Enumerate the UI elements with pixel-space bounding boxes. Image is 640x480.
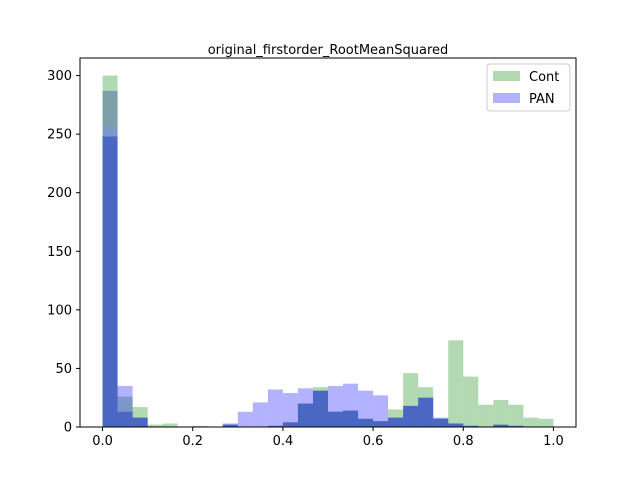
bar-overlap-band <box>102 90 118 126</box>
series-overlap <box>102 90 524 427</box>
x-tick-label: 0.4 <box>273 434 294 449</box>
bar-pan <box>373 395 389 427</box>
bar-cont <box>523 417 539 427</box>
bar-overlap <box>328 411 344 427</box>
x-tick-label: 1.0 <box>543 434 564 449</box>
bar-overlap <box>132 417 148 427</box>
bar-overlap <box>312 390 328 427</box>
bar-overlap <box>508 425 524 427</box>
bar-cont <box>448 340 464 427</box>
bar-overlap <box>493 424 509 427</box>
bar-overlap <box>358 418 374 427</box>
series-cont <box>102 75 554 428</box>
bar-overlap <box>102 136 118 427</box>
bar-overlap <box>418 397 434 427</box>
bar-cont <box>493 400 509 427</box>
y-tick-label: 200 <box>47 186 72 201</box>
legend-swatch-cont <box>493 71 520 81</box>
bar-pan <box>252 402 268 427</box>
bar-overlap <box>448 423 464 427</box>
plot-frame <box>79 57 577 428</box>
y-tick-label: 100 <box>47 303 72 318</box>
legend-swatch-pan <box>493 93 520 103</box>
bar-overlap <box>433 418 449 427</box>
axes-layer: 0.0 0.2 0.4 0.6 0.8 1.0 0 50 100 150 200 250 300 <box>47 57 577 449</box>
y-tick-label: 300 <box>47 69 72 84</box>
bar-overlap <box>463 425 479 427</box>
bar-overlap <box>267 425 283 427</box>
bar-cont <box>162 423 178 427</box>
bar-overlap <box>117 411 133 427</box>
bar-overlap <box>297 403 313 427</box>
x-tick-label: 0.0 <box>92 434 113 449</box>
x-tick-label: 0.2 <box>182 434 203 449</box>
legend-box <box>486 63 571 112</box>
bar-overlap <box>222 424 238 427</box>
bar-overlap <box>282 422 298 427</box>
legend-label-pan: PAN <box>529 92 555 107</box>
y-tick-label: 150 <box>47 245 72 260</box>
bar-cont <box>538 418 554 427</box>
bar-cont <box>192 425 208 427</box>
x-tick-label: 0.6 <box>363 434 384 449</box>
bar-pan <box>358 390 374 427</box>
bar-overlap <box>343 410 359 427</box>
legend-label-cont: Cont <box>529 70 559 85</box>
bar-pan <box>282 393 298 427</box>
y-tick-label: 250 <box>47 128 72 143</box>
chart-title: original_firstorder_RootMeanSquared <box>208 43 449 58</box>
bar-overlap <box>373 421 389 427</box>
bar-cont <box>463 376 479 427</box>
bar-pan <box>237 411 253 427</box>
bar-cont <box>478 404 494 427</box>
bar-overlap <box>403 405 419 427</box>
bar-overlap <box>388 417 404 427</box>
legend: Cont PAN <box>486 63 571 112</box>
y-tick-label: 0 <box>64 421 72 436</box>
bar-pan <box>267 389 283 427</box>
y-tick-label: 50 <box>55 362 72 377</box>
x-tick-label: 0.8 <box>453 434 474 449</box>
bars-layer <box>102 75 554 428</box>
bar-cont <box>147 424 163 427</box>
bar-cont <box>508 404 524 427</box>
